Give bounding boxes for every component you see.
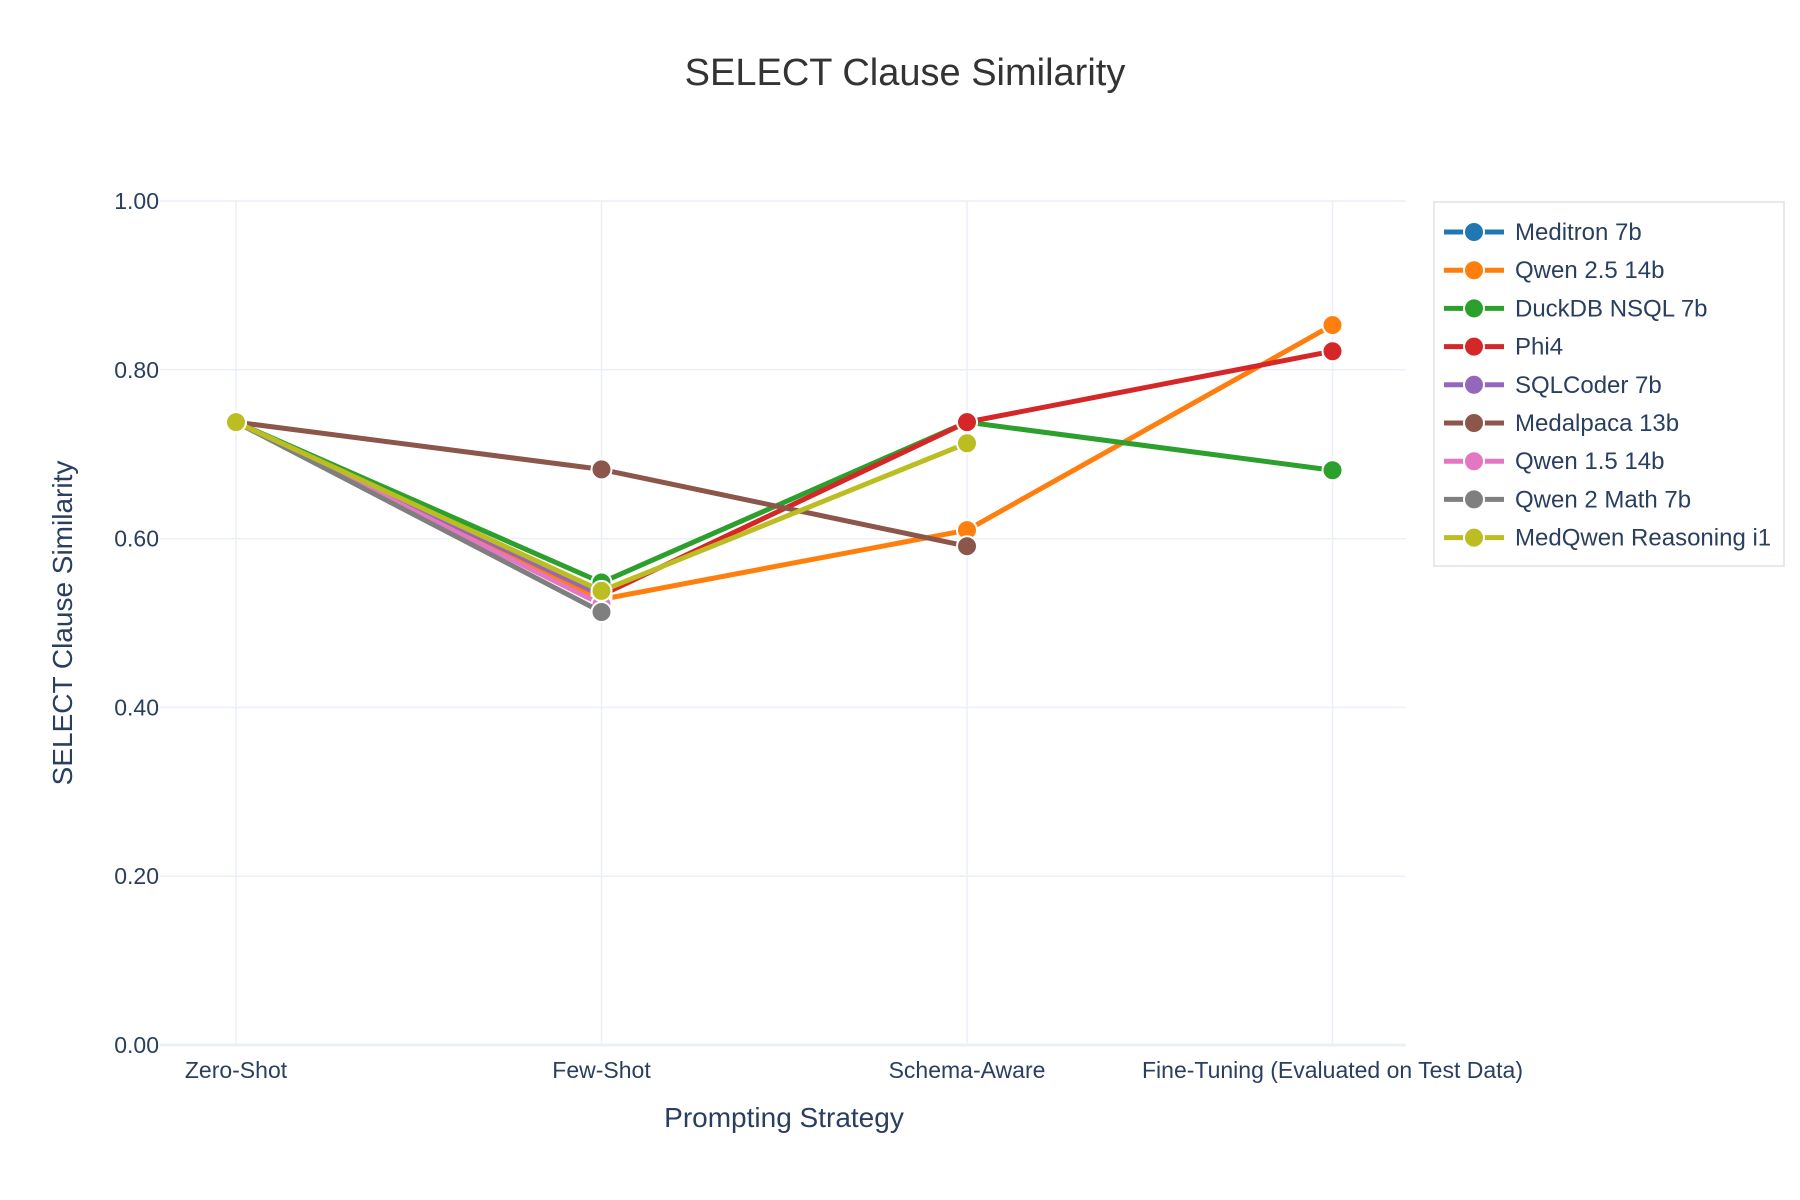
legend-label: Qwen 1.5 14b [1515,448,1664,475]
y-tick-label: 1.00 [114,188,159,214]
y-tick-label: 0.00 [114,1032,159,1058]
legend-label: Qwen 2.5 14b [1515,257,1664,284]
data-point [590,601,613,624]
legend-item: Qwen 2 Math 7b [1444,486,1691,513]
y-tick-label: 0.40 [114,694,159,720]
data-point [590,579,613,602]
legend-item: DuckDB NSQL 7b [1444,295,1708,322]
legend-marker [1463,373,1485,396]
data-point [956,432,978,455]
legend-marker [1463,450,1485,473]
y-tick-label: 0.80 [114,357,159,383]
data-point [1321,340,1344,363]
legend-marker [1463,526,1485,549]
series-lines [225,314,1344,624]
series-line [233,419,1335,585]
data-point [1321,314,1344,337]
series-line [233,419,604,615]
x-tick-label: Fine-Tuning (Evaluated on Test Data) [1142,1057,1523,1083]
series-medqwen-reasoning-i1 [225,411,978,602]
legend-marker [1463,297,1485,320]
grid-lines [160,200,1406,1047]
legend-item: Meditron 7b [1444,219,1642,246]
legend-label: Medalpaca 13b [1515,410,1679,437]
x-tick-label: Schema-Aware [889,1057,1046,1083]
data-point [956,535,978,558]
legend-marker [1463,221,1485,243]
x-tick-label: Few-Shot [552,1057,651,1083]
legend-label: MedQwen Reasoning i1 [1515,525,1771,552]
x-axis-title: Prompting Strategy [664,1102,904,1133]
data-point [225,411,247,434]
y-tick-label: 0.20 [114,863,159,889]
legend: Meditron 7b Qwen 2.5 14b DuckDB NSQL 7b Phi… [1433,201,1785,567]
legend-item: SQLCoder 7b [1444,372,1662,399]
x-tick-label: Zero-Shot [185,1057,288,1083]
legend-marker [1463,412,1485,434]
data-point [590,458,613,481]
y-tick-label: 0.60 [114,526,159,552]
legend-label: Phi4 [1515,334,1563,361]
data-point [956,411,978,434]
legend-label: DuckDB NSQL 7b [1515,295,1708,322]
legend-item: MedQwen Reasoning i1 [1444,525,1771,552]
legend-item: Medalpaca 13b [1444,410,1679,437]
legend-item: Qwen 2.5 14b [1444,257,1664,284]
legend-marker [1463,259,1485,282]
y-axis-title: SELECT Clause Similarity [47,461,78,786]
legend-item: Phi4 [1444,334,1563,361]
legend-label: SQLCoder 7b [1515,372,1662,399]
data-point [1321,459,1344,482]
legend-label: Qwen 2 Math 7b [1515,486,1691,513]
legend-label: Meditron 7b [1515,219,1642,246]
legend-marker [1463,488,1485,511]
legend-item: Qwen 1.5 14b [1444,448,1664,475]
chart-title: SELECT Clause Similarity [685,52,1126,94]
axes: Zero-Shot Few-Shot Schema-Aware Fine-Tuning… [114,188,1523,1083]
legend-marker [1463,335,1485,358]
